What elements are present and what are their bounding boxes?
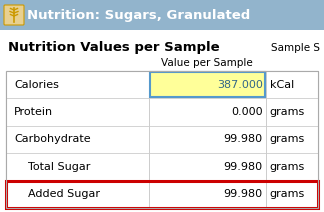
Text: 99.980: 99.980 xyxy=(224,162,263,172)
Text: Value per Sample: Value per Sample xyxy=(161,58,253,68)
Bar xyxy=(6,181,318,208)
Text: 99.980: 99.980 xyxy=(224,189,263,199)
Text: grams: grams xyxy=(270,134,305,145)
Text: grams: grams xyxy=(270,162,305,172)
Text: Nutrition: Sugars, Granulated: Nutrition: Sugars, Granulated xyxy=(27,8,250,21)
Text: grams: grams xyxy=(270,189,305,199)
Bar xyxy=(0,0,324,30)
Bar xyxy=(6,98,318,126)
Text: Nutrition Values per Sample: Nutrition Values per Sample xyxy=(8,42,220,54)
Bar xyxy=(6,71,318,98)
Text: Carbohydrate: Carbohydrate xyxy=(14,134,91,145)
FancyBboxPatch shape xyxy=(4,5,24,25)
Text: Sample S: Sample S xyxy=(271,43,320,53)
Bar xyxy=(6,71,318,208)
Text: Calories: Calories xyxy=(14,80,59,90)
Bar xyxy=(6,71,318,208)
Text: 99.980: 99.980 xyxy=(224,134,263,145)
Text: grams: grams xyxy=(270,107,305,117)
Text: 0.000: 0.000 xyxy=(231,107,263,117)
Text: 387.000: 387.000 xyxy=(217,80,263,90)
Bar xyxy=(6,153,318,181)
Bar xyxy=(6,181,318,208)
Text: Added Sugar: Added Sugar xyxy=(28,189,100,199)
Text: kCal: kCal xyxy=(270,80,294,90)
Text: Protein: Protein xyxy=(14,107,53,117)
Bar xyxy=(6,126,318,153)
Text: Total Sugar: Total Sugar xyxy=(28,162,90,172)
Bar xyxy=(150,72,265,97)
